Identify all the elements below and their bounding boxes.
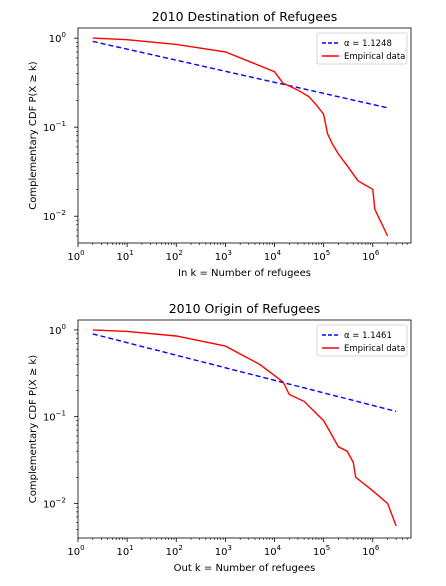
x-tick-exponent: 5	[326, 544, 330, 552]
x-tick-base: 10	[117, 252, 130, 263]
y-tick-exponent: −1	[56, 410, 66, 418]
x-tick-exponent: 4	[277, 249, 282, 257]
x-tick-exponent: 3	[228, 544, 232, 552]
x-tick-label: 105	[313, 544, 330, 558]
axes-frame	[77, 319, 412, 539]
y-axis-label: Complementary CDF P(X ≥ k)	[28, 355, 39, 504]
x-tick-exponent: 1	[129, 249, 133, 257]
x-axis-label: Out k = Number of refugees	[174, 563, 316, 574]
legend-box	[316, 32, 408, 65]
x-tick-label: 100	[67, 544, 84, 558]
y-tick-label: 10−2	[43, 209, 66, 223]
y-tick-exponent: 0	[62, 31, 66, 39]
y-tick-label: 10−1	[43, 120, 66, 134]
x-tick-base: 10	[313, 252, 326, 263]
x-tick-base: 10	[215, 547, 228, 558]
y-tick-base: 10	[49, 34, 62, 45]
x-tick-base: 10	[166, 252, 179, 263]
x-tick-base: 10	[362, 252, 375, 263]
x-tick-base: 10	[117, 547, 130, 558]
x-tick-label: 106	[362, 544, 380, 558]
empirical-data-line	[92, 329, 397, 527]
x-tick-base: 10	[215, 252, 228, 263]
x-tick-exponent: 0	[80, 544, 84, 552]
legend-entry: Empirical data	[344, 52, 405, 62]
x-tick-exponent: 1	[129, 544, 133, 552]
legend-entry: α = 1.1461	[344, 331, 392, 341]
chart-title: 2010 Destination of Refugees	[152, 9, 337, 24]
x-tick-label: 101	[117, 249, 134, 263]
x-tick-label: 102	[166, 544, 183, 558]
x-tick-label: 104	[264, 544, 282, 558]
x-tick-label: 102	[166, 249, 183, 263]
empirical-data-line	[92, 37, 389, 237]
y-tick-base: 10	[43, 499, 56, 510]
legend-entry: Empirical data	[344, 344, 405, 354]
y-tick-exponent: −2	[56, 496, 66, 504]
x-tick-base: 10	[67, 547, 80, 558]
x-tick-base: 10	[264, 547, 277, 558]
y-tick-base: 10	[43, 413, 56, 424]
x-tick-label: 100	[67, 249, 84, 263]
x-tick-exponent: 2	[178, 249, 182, 257]
x-tick-label: 104	[264, 249, 282, 263]
chart-title: 2010 Origin of Refugees	[169, 301, 321, 316]
x-tick-label: 101	[117, 544, 134, 558]
x-tick-exponent: 3	[228, 249, 232, 257]
x-tick-base: 10	[166, 547, 179, 558]
x-tick-exponent: 4	[277, 544, 282, 552]
x-tick-exponent: 5	[326, 249, 330, 257]
x-tick-base: 10	[67, 252, 80, 263]
x-tick-label: 106	[362, 249, 380, 263]
y-tick-label: 10−2	[43, 496, 66, 510]
x-tick-exponent: 0	[80, 249, 84, 257]
x-tick-label: 103	[215, 544, 232, 558]
power-law-fit-line	[92, 40, 388, 109]
x-axis-label: In k = Number of refugees	[178, 268, 311, 279]
y-tick-base: 10	[43, 212, 56, 223]
x-tick-label: 105	[313, 249, 330, 263]
x-tick-label: 103	[215, 249, 232, 263]
y-axis-label: Complementary CDF P(X ≥ k)	[28, 61, 39, 210]
y-tick-exponent: −1	[56, 120, 66, 128]
x-tick-base: 10	[362, 547, 375, 558]
legend-box	[316, 324, 408, 357]
y-tick-label: 100	[49, 31, 66, 45]
y-tick-label: 100	[49, 323, 66, 337]
y-tick-base: 10	[49, 326, 62, 337]
y-tick-exponent: 0	[62, 323, 66, 331]
x-tick-base: 10	[313, 547, 326, 558]
y-tick-base: 10	[43, 123, 56, 134]
legend-entry: α = 1.1248	[344, 39, 392, 49]
x-tick-base: 10	[264, 252, 277, 263]
y-tick-exponent: −2	[56, 209, 66, 217]
x-tick-exponent: 6	[375, 544, 380, 552]
x-tick-exponent: 2	[178, 544, 182, 552]
x-tick-exponent: 6	[375, 249, 380, 257]
power-law-fit-line	[92, 333, 397, 413]
y-tick-label: 10−1	[43, 410, 66, 424]
